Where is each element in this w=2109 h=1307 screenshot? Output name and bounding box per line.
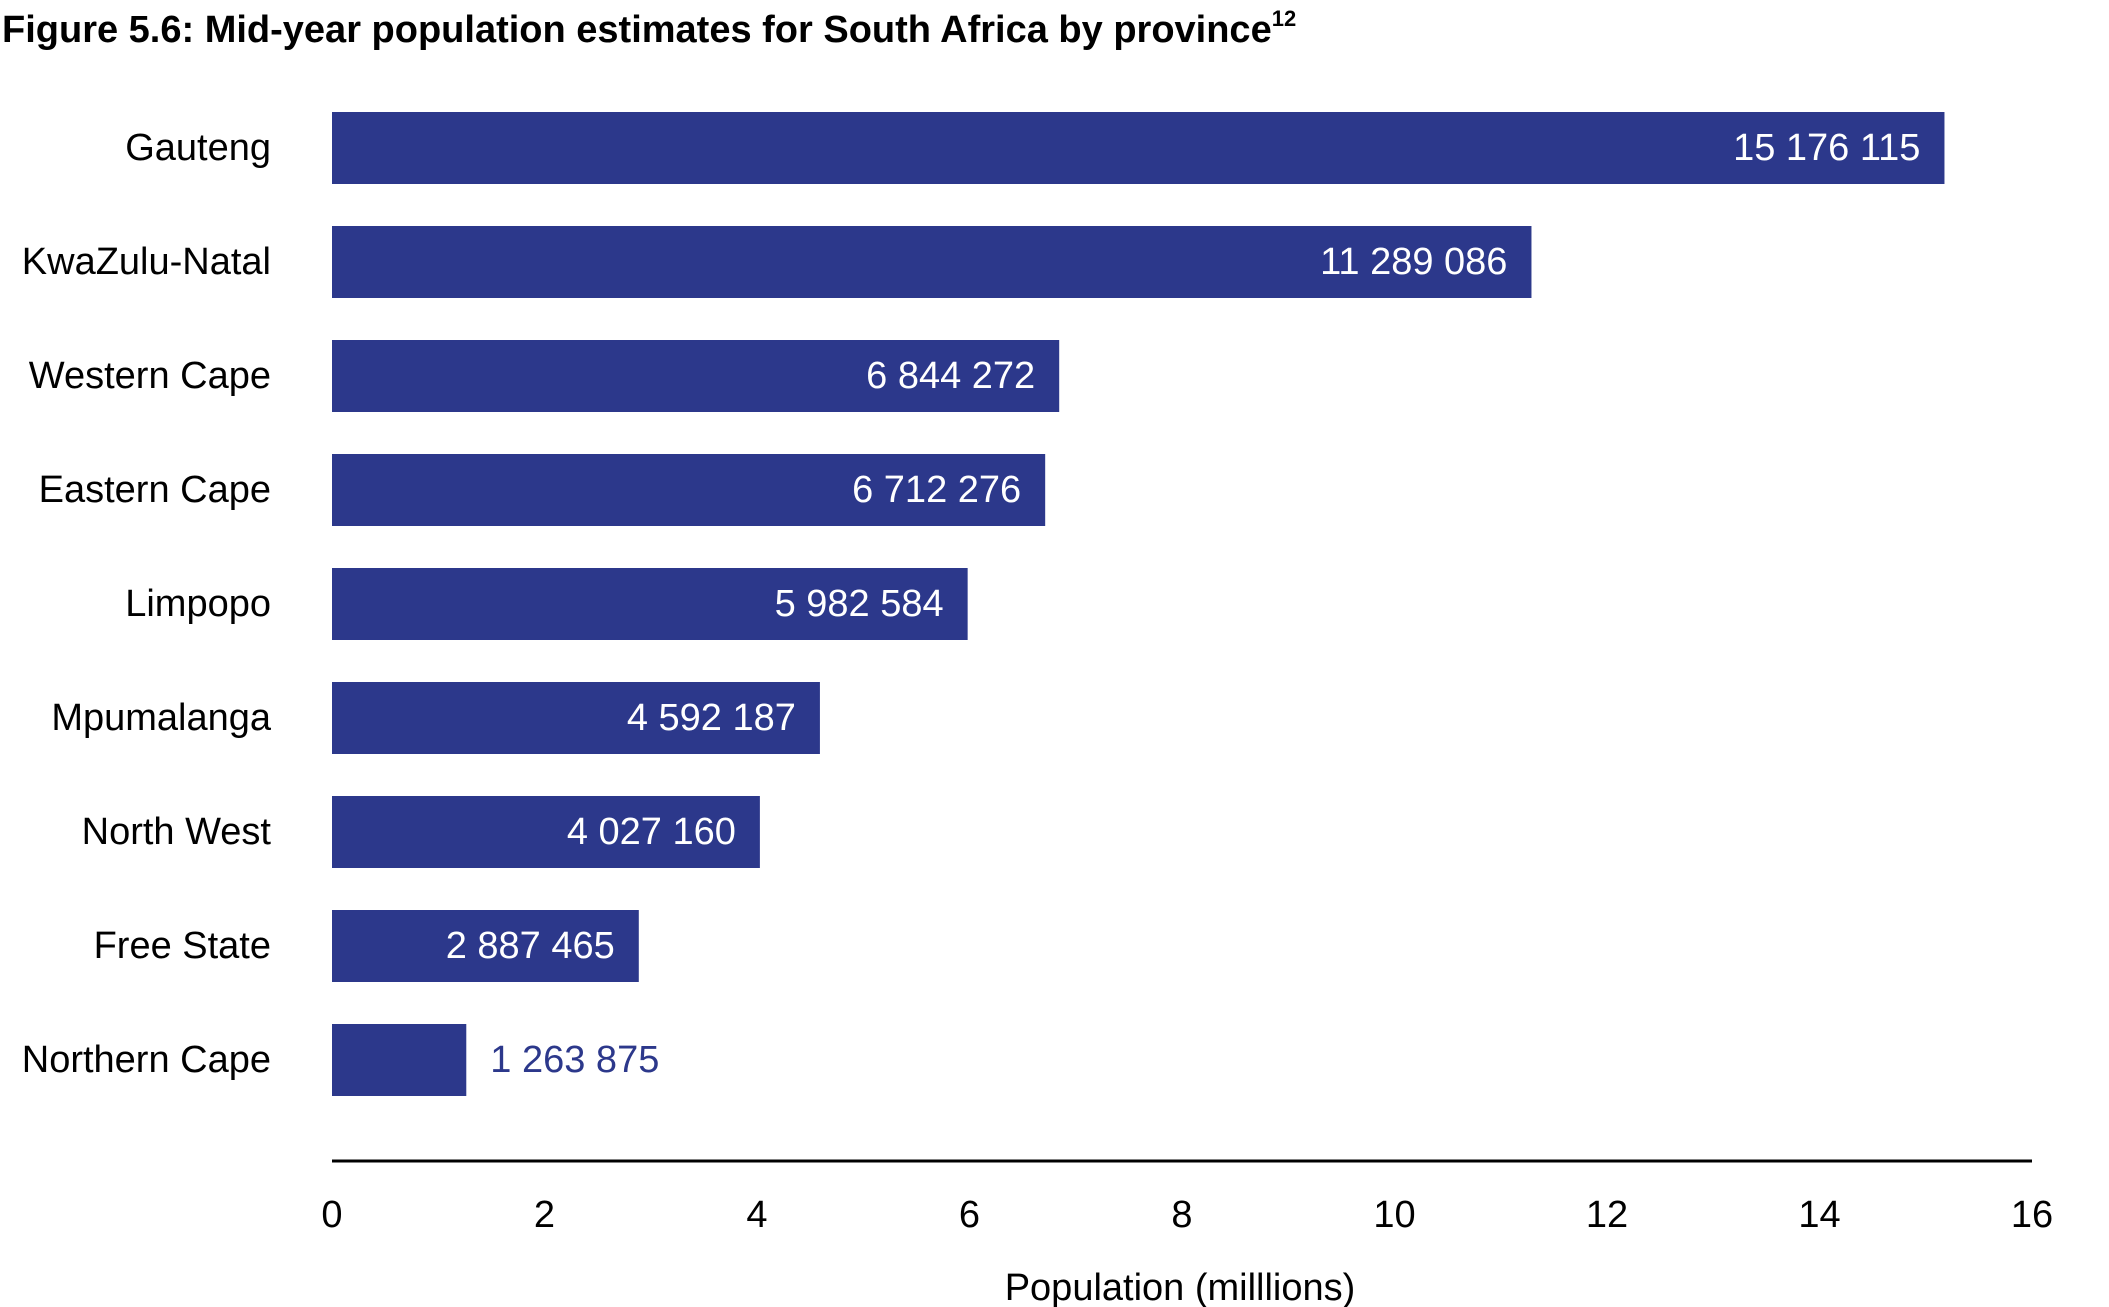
x-tick-label: 6 <box>959 1194 980 1236</box>
y-tick-label: Free State <box>94 925 271 967</box>
x-tick-label: 12 <box>1586 1194 1628 1236</box>
x-tick-label: 14 <box>1798 1194 1840 1236</box>
y-tick-label: North West <box>82 811 272 853</box>
y-tick-label: Western Cape <box>29 355 271 397</box>
x-tick-label: 4 <box>746 1194 767 1236</box>
bar <box>332 568 968 640</box>
value-label: 6 712 276 <box>852 469 1021 511</box>
bar <box>332 454 1046 526</box>
x-axis-label: Population (milllions) <box>1005 1267 1356 1307</box>
x-tick-label: 10 <box>1373 1194 1415 1236</box>
y-tick-label: Gauteng <box>125 127 271 169</box>
value-label: 11 289 086 <box>1320 241 1507 283</box>
y-tick-label: Eastern Cape <box>39 469 271 511</box>
chart-title: Figure 5.6: Mid-year population estimate… <box>2 6 1296 51</box>
value-label: 6 844 272 <box>866 355 1035 397</box>
title-footnote: 12 <box>1272 6 1296 31</box>
value-label: 15 176 115 <box>1733 127 1920 169</box>
value-label: 4 027 160 <box>567 811 736 853</box>
y-tick-label: Limpopo <box>125 583 271 625</box>
y-tick-label: KwaZulu-Natal <box>22 241 271 283</box>
bar <box>332 112 1945 184</box>
x-tick-label: 2 <box>534 1194 555 1236</box>
x-tick-label: 8 <box>1171 1194 1192 1236</box>
bar <box>332 796 760 868</box>
x-tick-label: 0 <box>321 1194 342 1236</box>
value-label: 4 592 187 <box>627 697 796 739</box>
value-label: 2 887 465 <box>446 925 615 967</box>
title-text: Figure 5.6: Mid-year population estimate… <box>2 9 1272 51</box>
bar <box>332 682 820 754</box>
y-tick-label: Northern Cape <box>22 1039 271 1081</box>
y-tick-label: Mpumalanga <box>51 697 272 739</box>
bar <box>332 340 1060 412</box>
bar <box>332 226 1532 298</box>
bar <box>332 1024 467 1096</box>
value-label: 5 982 584 <box>775 583 944 625</box>
value-label: 1 263 875 <box>490 1039 659 1081</box>
x-tick-label: 16 <box>2011 1194 2053 1236</box>
bar <box>332 910 639 982</box>
